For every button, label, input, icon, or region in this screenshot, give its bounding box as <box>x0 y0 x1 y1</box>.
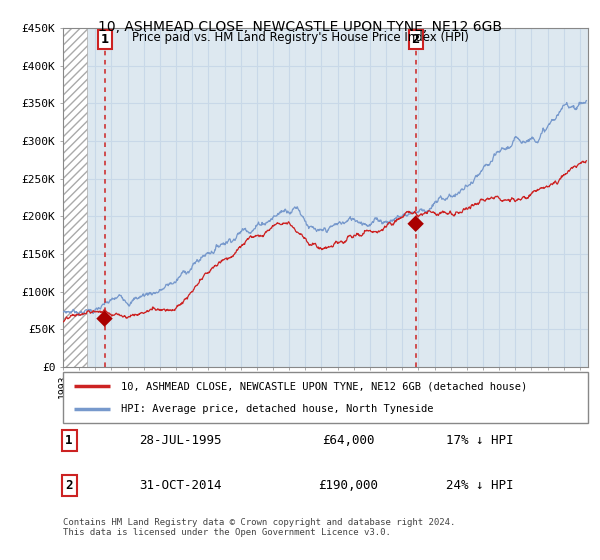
Point <box>411 220 421 228</box>
Text: £64,000: £64,000 <box>322 434 374 447</box>
Text: Price paid vs. HM Land Registry's House Price Index (HPI): Price paid vs. HM Land Registry's House … <box>131 31 469 44</box>
Text: 1: 1 <box>100 33 109 46</box>
Text: 1: 1 <box>65 434 73 447</box>
FancyBboxPatch shape <box>63 372 588 423</box>
Text: 10, ASHMEAD CLOSE, NEWCASTLE UPON TYNE, NE12 6GB (detached house): 10, ASHMEAD CLOSE, NEWCASTLE UPON TYNE, … <box>121 381 527 391</box>
Text: £190,000: £190,000 <box>318 479 378 492</box>
Text: 17% ↓ HPI: 17% ↓ HPI <box>446 434 514 447</box>
Point <box>100 314 109 323</box>
Text: 2: 2 <box>412 33 420 46</box>
Text: Contains HM Land Registry data © Crown copyright and database right 2024.
This d: Contains HM Land Registry data © Crown c… <box>63 518 455 538</box>
Text: 28-JUL-1995: 28-JUL-1995 <box>139 434 221 447</box>
Text: 10, ASHMEAD CLOSE, NEWCASTLE UPON TYNE, NE12 6GB: 10, ASHMEAD CLOSE, NEWCASTLE UPON TYNE, … <box>98 20 502 34</box>
Text: 24% ↓ HPI: 24% ↓ HPI <box>446 479 514 492</box>
Text: 31-OCT-2014: 31-OCT-2014 <box>139 479 221 492</box>
Text: HPI: Average price, detached house, North Tyneside: HPI: Average price, detached house, Nort… <box>121 404 433 414</box>
Text: 2: 2 <box>65 479 73 492</box>
